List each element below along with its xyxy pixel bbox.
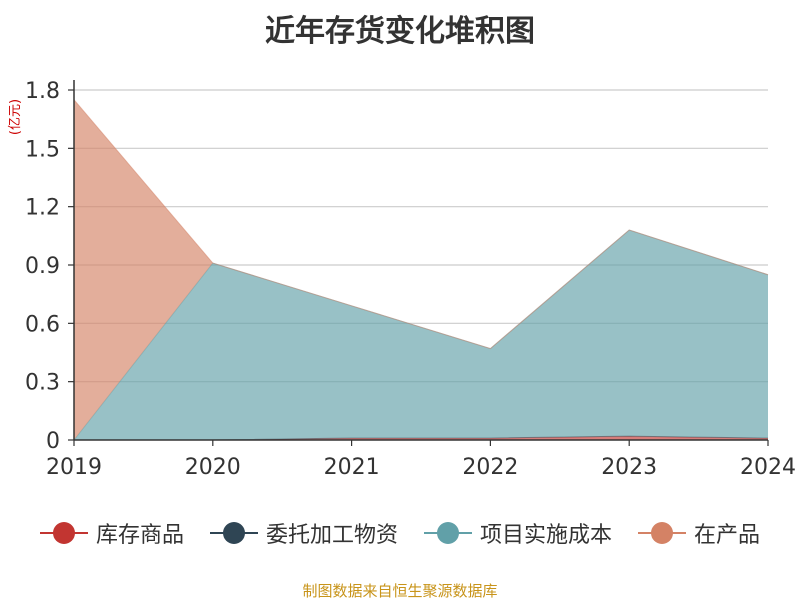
x-tick-label: 2020 [185, 455, 241, 480]
y-tick-label: 0.9 [25, 254, 60, 279]
chart-title: 近年存货变化堆积图 [265, 14, 535, 49]
legend-marker [424, 521, 472, 545]
y-tick-label: 1.5 [25, 137, 60, 162]
y-tick-label: 1.2 [25, 196, 60, 221]
area-series [73, 99, 769, 441]
legend-label: 委托加工物资 [265, 523, 398, 548]
series-line-在产品 [73, 99, 769, 350]
legend-item[interactable]: 委托加工物资 [209, 517, 398, 549]
legend-item[interactable]: 库存商品 [39, 517, 184, 549]
x-tick-label: 2024 [740, 455, 796, 480]
legend-label: 库存商品 [95, 523, 184, 548]
legend-marker [638, 521, 687, 545]
y-tick-label: 0.3 [25, 371, 60, 396]
source-note: 制图数据来自恒生聚源数据库 [302, 582, 498, 600]
legend-marker [39, 521, 88, 545]
legend-marker [209, 521, 258, 545]
x-tick-label: 2022 [462, 455, 518, 480]
x-tick-label: 2019 [46, 455, 102, 480]
area-项目实施成本 [74, 230, 768, 440]
axes: 0 0.3 0.6 0.9 1.2 1.5 1.8 2019 2020 2021 2022 2023 2… [25, 79, 796, 480]
legend-label: 在产品 [694, 523, 761, 548]
y-tick-label: 0 [46, 429, 60, 454]
y-axis-unit: (亿元) [8, 99, 23, 135]
legend: 库存商品 委托加工物资 项目实施成本 在产品 [0, 516, 800, 550]
legend-label: 项目实施成本 [480, 523, 613, 548]
x-tick-label: 2023 [601, 455, 657, 480]
y-tick-label: 0.6 [25, 312, 60, 337]
legend-item[interactable]: 项目实施成本 [424, 517, 612, 549]
x-tick-label: 2021 [324, 455, 380, 480]
y-tick-label: 1.8 [25, 79, 60, 104]
legend-item[interactable]: 在产品 [638, 517, 760, 549]
